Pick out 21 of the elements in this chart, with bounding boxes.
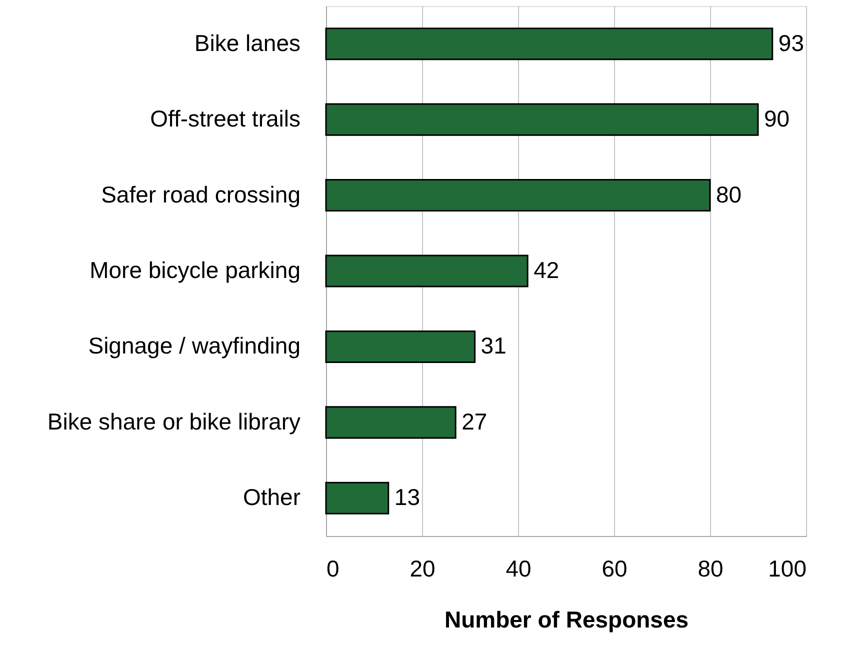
data-label: 42: [534, 257, 560, 283]
y-tick-label: Signage / wayfinding: [88, 332, 300, 359]
data-label: 80: [716, 181, 742, 208]
x-tick-label: 100: [768, 556, 806, 582]
data-label: 31: [480, 332, 506, 359]
data-label: 93: [778, 30, 804, 56]
x-tick-label: 20: [410, 556, 436, 582]
data-label: 90: [764, 106, 790, 132]
y-tick-label: Safer road crossing: [101, 181, 300, 208]
data-label: 27: [462, 408, 488, 434]
y-tick-label: Off-street trails: [150, 106, 300, 132]
y-tick-label: More bicycle parking: [90, 257, 300, 283]
x-tick-label: 40: [506, 556, 532, 582]
data-label: 13: [394, 484, 420, 510]
x-tick-label: 60: [602, 556, 628, 582]
y-tick-label: Other: [242, 484, 301, 510]
y-tick-label: Bike lanes: [194, 30, 300, 56]
x-tick-label: 0: [326, 556, 340, 582]
x-tick-label: 80: [698, 556, 724, 582]
x-axis-title: Number of Responses: [444, 606, 689, 632]
y-tick-label: Bike share or bike library: [47, 408, 301, 434]
